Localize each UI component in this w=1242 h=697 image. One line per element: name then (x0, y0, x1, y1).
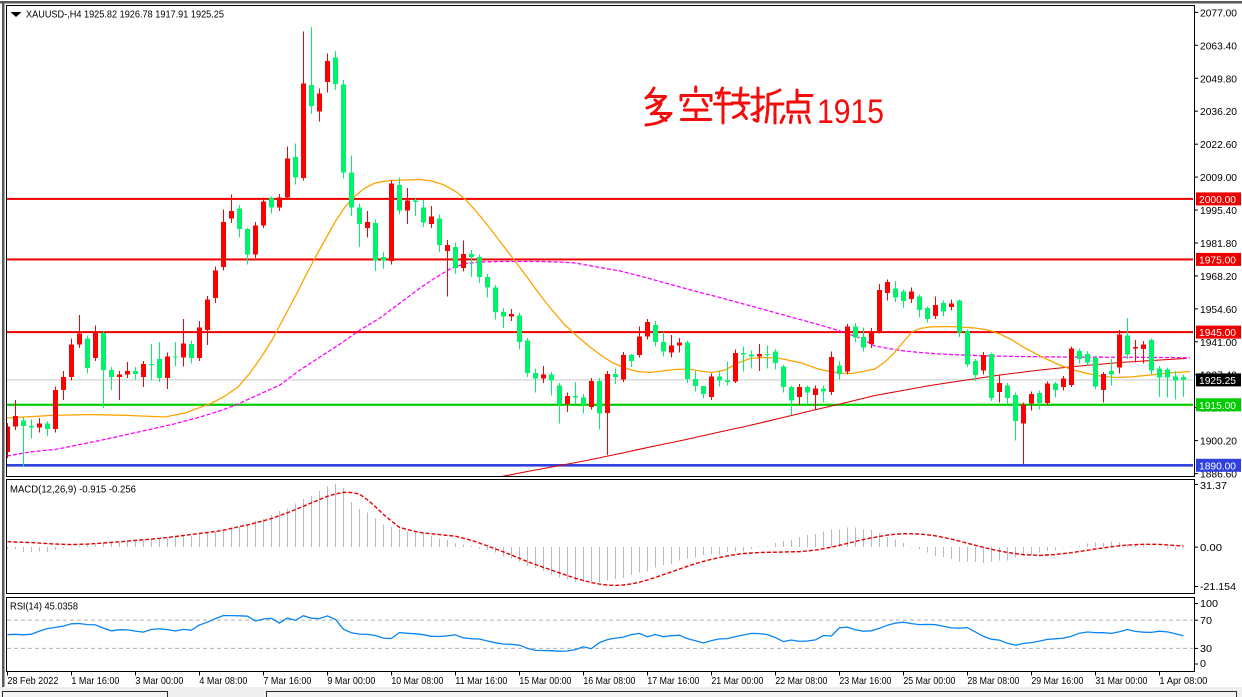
svg-text:1 Mar 16:00: 1 Mar 16:00 (71, 675, 119, 687)
svg-text:2009.00: 2009.00 (1200, 172, 1237, 184)
svg-text:1981.80: 1981.80 (1200, 238, 1237, 250)
svg-text:28 Mar 08:00: 28 Mar 08:00 (967, 675, 1019, 687)
svg-text:1890.00: 1890.00 (1199, 460, 1236, 472)
svg-text:1941.00: 1941.00 (1200, 337, 1237, 349)
svg-text:2049.80: 2049.80 (1200, 73, 1237, 85)
svg-text:16 Mar 08:00: 16 Mar 08:00 (583, 675, 635, 687)
svg-text:17 Mar 16:00: 17 Mar 16:00 (647, 675, 699, 687)
svg-text:2036.20: 2036.20 (1200, 106, 1237, 118)
svg-text:MACD(12,26,9) -0.915 -0.256: MACD(12,26,9) -0.915 -0.256 (10, 484, 136, 496)
svg-text:2077.00: 2077.00 (1200, 7, 1237, 19)
svg-text:0.00: 0.00 (1200, 542, 1222, 554)
svg-text:1925.25: 1925.25 (1199, 375, 1236, 387)
svg-text:30: 30 (1200, 643, 1212, 655)
svg-text:15 Mar 00:00: 15 Mar 00:00 (519, 675, 571, 687)
svg-text:25 Mar 00:00: 25 Mar 00:00 (903, 675, 955, 687)
svg-text:21 Mar 00:00: 21 Mar 00:00 (711, 675, 763, 687)
svg-text:9 Mar 00:00: 9 Mar 00:00 (327, 675, 375, 687)
svg-text:XAUUSD-,H4 1925.82 1926.78 19: XAUUSD-,H4 1925.82 1926.78 1917.91 1925.… (26, 9, 224, 21)
svg-text:RSI(14) 45.0358: RSI(14) 45.0358 (10, 601, 78, 613)
svg-text:1968.20: 1968.20 (1200, 271, 1237, 283)
svg-text:1975.00: 1975.00 (1199, 254, 1236, 266)
svg-text:2063.40: 2063.40 (1200, 40, 1237, 52)
svg-text:1995.40: 1995.40 (1200, 205, 1237, 217)
svg-text:2022.60: 2022.60 (1200, 139, 1237, 151)
svg-text:4 Mar 08:00: 4 Mar 08:00 (199, 675, 247, 687)
svg-text:1900.20: 1900.20 (1200, 436, 1237, 448)
svg-text:1915: 1915 (817, 93, 884, 131)
svg-text:31 Mar 00:00: 31 Mar 00:00 (1095, 675, 1147, 687)
svg-text:2000.00: 2000.00 (1199, 194, 1236, 206)
svg-text:7 Mar 16:00: 7 Mar 16:00 (263, 675, 311, 687)
svg-text:22 Mar 08:00: 22 Mar 08:00 (775, 675, 827, 687)
svg-text:100: 100 (1200, 598, 1218, 610)
svg-text:1945.00: 1945.00 (1199, 327, 1236, 339)
svg-text:-21.154: -21.154 (1200, 581, 1236, 593)
svg-text:10 Mar 08:00: 10 Mar 08:00 (391, 675, 443, 687)
svg-text:23 Mar 16:00: 23 Mar 16:00 (839, 675, 891, 687)
svg-text:3 Mar 00:00: 3 Mar 00:00 (135, 675, 183, 687)
svg-text:1 Apr 08:00: 1 Apr 08:00 (1159, 675, 1207, 687)
svg-text:1954.60: 1954.60 (1200, 304, 1237, 316)
svg-text:29 Mar 16:00: 29 Mar 16:00 (1031, 675, 1083, 687)
svg-text:1915.00: 1915.00 (1199, 400, 1236, 412)
svg-text:0: 0 (1200, 658, 1206, 670)
svg-text:31.37: 31.37 (1200, 480, 1227, 492)
svg-text:70: 70 (1200, 615, 1212, 627)
svg-text:11 Mar 16:00: 11 Mar 16:00 (455, 675, 507, 687)
svg-text:28 Feb 2022: 28 Feb 2022 (7, 675, 58, 687)
